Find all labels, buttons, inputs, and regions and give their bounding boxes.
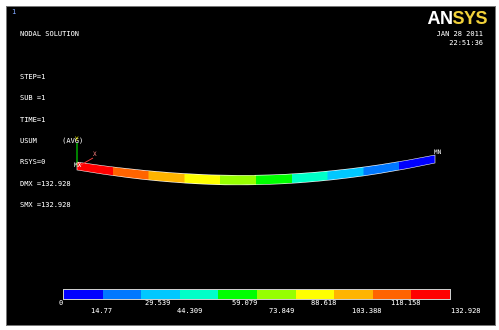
legend-segment-8 bbox=[372, 290, 412, 299]
plot-date: JAN 28 2011 bbox=[436, 30, 483, 38]
triad-x-label: X bbox=[93, 151, 97, 158]
contour-legend-bar bbox=[63, 289, 451, 300]
info-sub: SUB =1 bbox=[20, 94, 46, 103]
legend-segment-6 bbox=[295, 290, 335, 299]
max-marker: MN bbox=[434, 149, 442, 156]
legend-segment-0 bbox=[64, 290, 103, 299]
triad-x-axis bbox=[76, 157, 94, 168]
legend-segment-4 bbox=[218, 290, 257, 299]
deformed-beam bbox=[76, 154, 436, 186]
triad-y-label: Y bbox=[75, 136, 79, 143]
info-step: STEP=1 bbox=[20, 72, 46, 81]
legend-segment-1 bbox=[102, 290, 142, 299]
logo-main: AN bbox=[427, 8, 453, 28]
legend-label-top-1: 29.539 bbox=[145, 299, 171, 307]
legend-segment-3 bbox=[179, 290, 219, 299]
ansys-logo: ANSYS bbox=[427, 9, 487, 27]
legend-segment-9 bbox=[411, 290, 450, 299]
window-number: 1 bbox=[12, 8, 17, 16]
logo-accent: SYS bbox=[452, 8, 487, 28]
beam-contour-plot: Y X MX MN bbox=[74, 136, 442, 186]
legend-label-top-0: 0 bbox=[59, 299, 64, 307]
legend-label-top-4: 118.158 bbox=[391, 299, 421, 307]
graphics-window[interactable]: 1 NODAL SOLUTION STEP=1 SUB =1 TIME=1 US… bbox=[6, 6, 496, 326]
legend-label-bottom-4: 132.928 bbox=[451, 307, 481, 315]
legend-segment-2 bbox=[141, 290, 180, 299]
legend-label-top-2: 59.079 bbox=[232, 299, 258, 307]
info-usum: USUM (AVG) bbox=[20, 136, 84, 145]
legend-label-bottom-1: 44.309 bbox=[177, 307, 203, 315]
legend-label-bottom-2: 73.849 bbox=[269, 307, 295, 315]
info-rsys: RSYS=0 bbox=[20, 158, 46, 167]
info-dmx: DMX =132.928 bbox=[20, 179, 71, 188]
legend-label-top-3: 88.618 bbox=[311, 299, 337, 307]
legend-segment-5 bbox=[256, 290, 296, 299]
info-time: TIME=1 bbox=[20, 115, 46, 124]
solution-info-block: NODAL SOLUTION STEP=1 SUB =1 TIME=1 USUM… bbox=[20, 17, 83, 224]
info-smx: SMX =132.928 bbox=[20, 201, 71, 210]
legend-label-bottom-3: 103.388 bbox=[352, 307, 382, 315]
legend-label-bottom-0: 14.77 bbox=[91, 307, 113, 315]
info-title: NODAL SOLUTION bbox=[20, 30, 80, 38]
triad: Y X bbox=[75, 136, 97, 168]
plot-time: 22:51:36 bbox=[449, 39, 483, 47]
beam-group bbox=[76, 154, 436, 186]
min-marker: MX bbox=[74, 162, 82, 169]
legend-segment-7 bbox=[334, 290, 373, 299]
